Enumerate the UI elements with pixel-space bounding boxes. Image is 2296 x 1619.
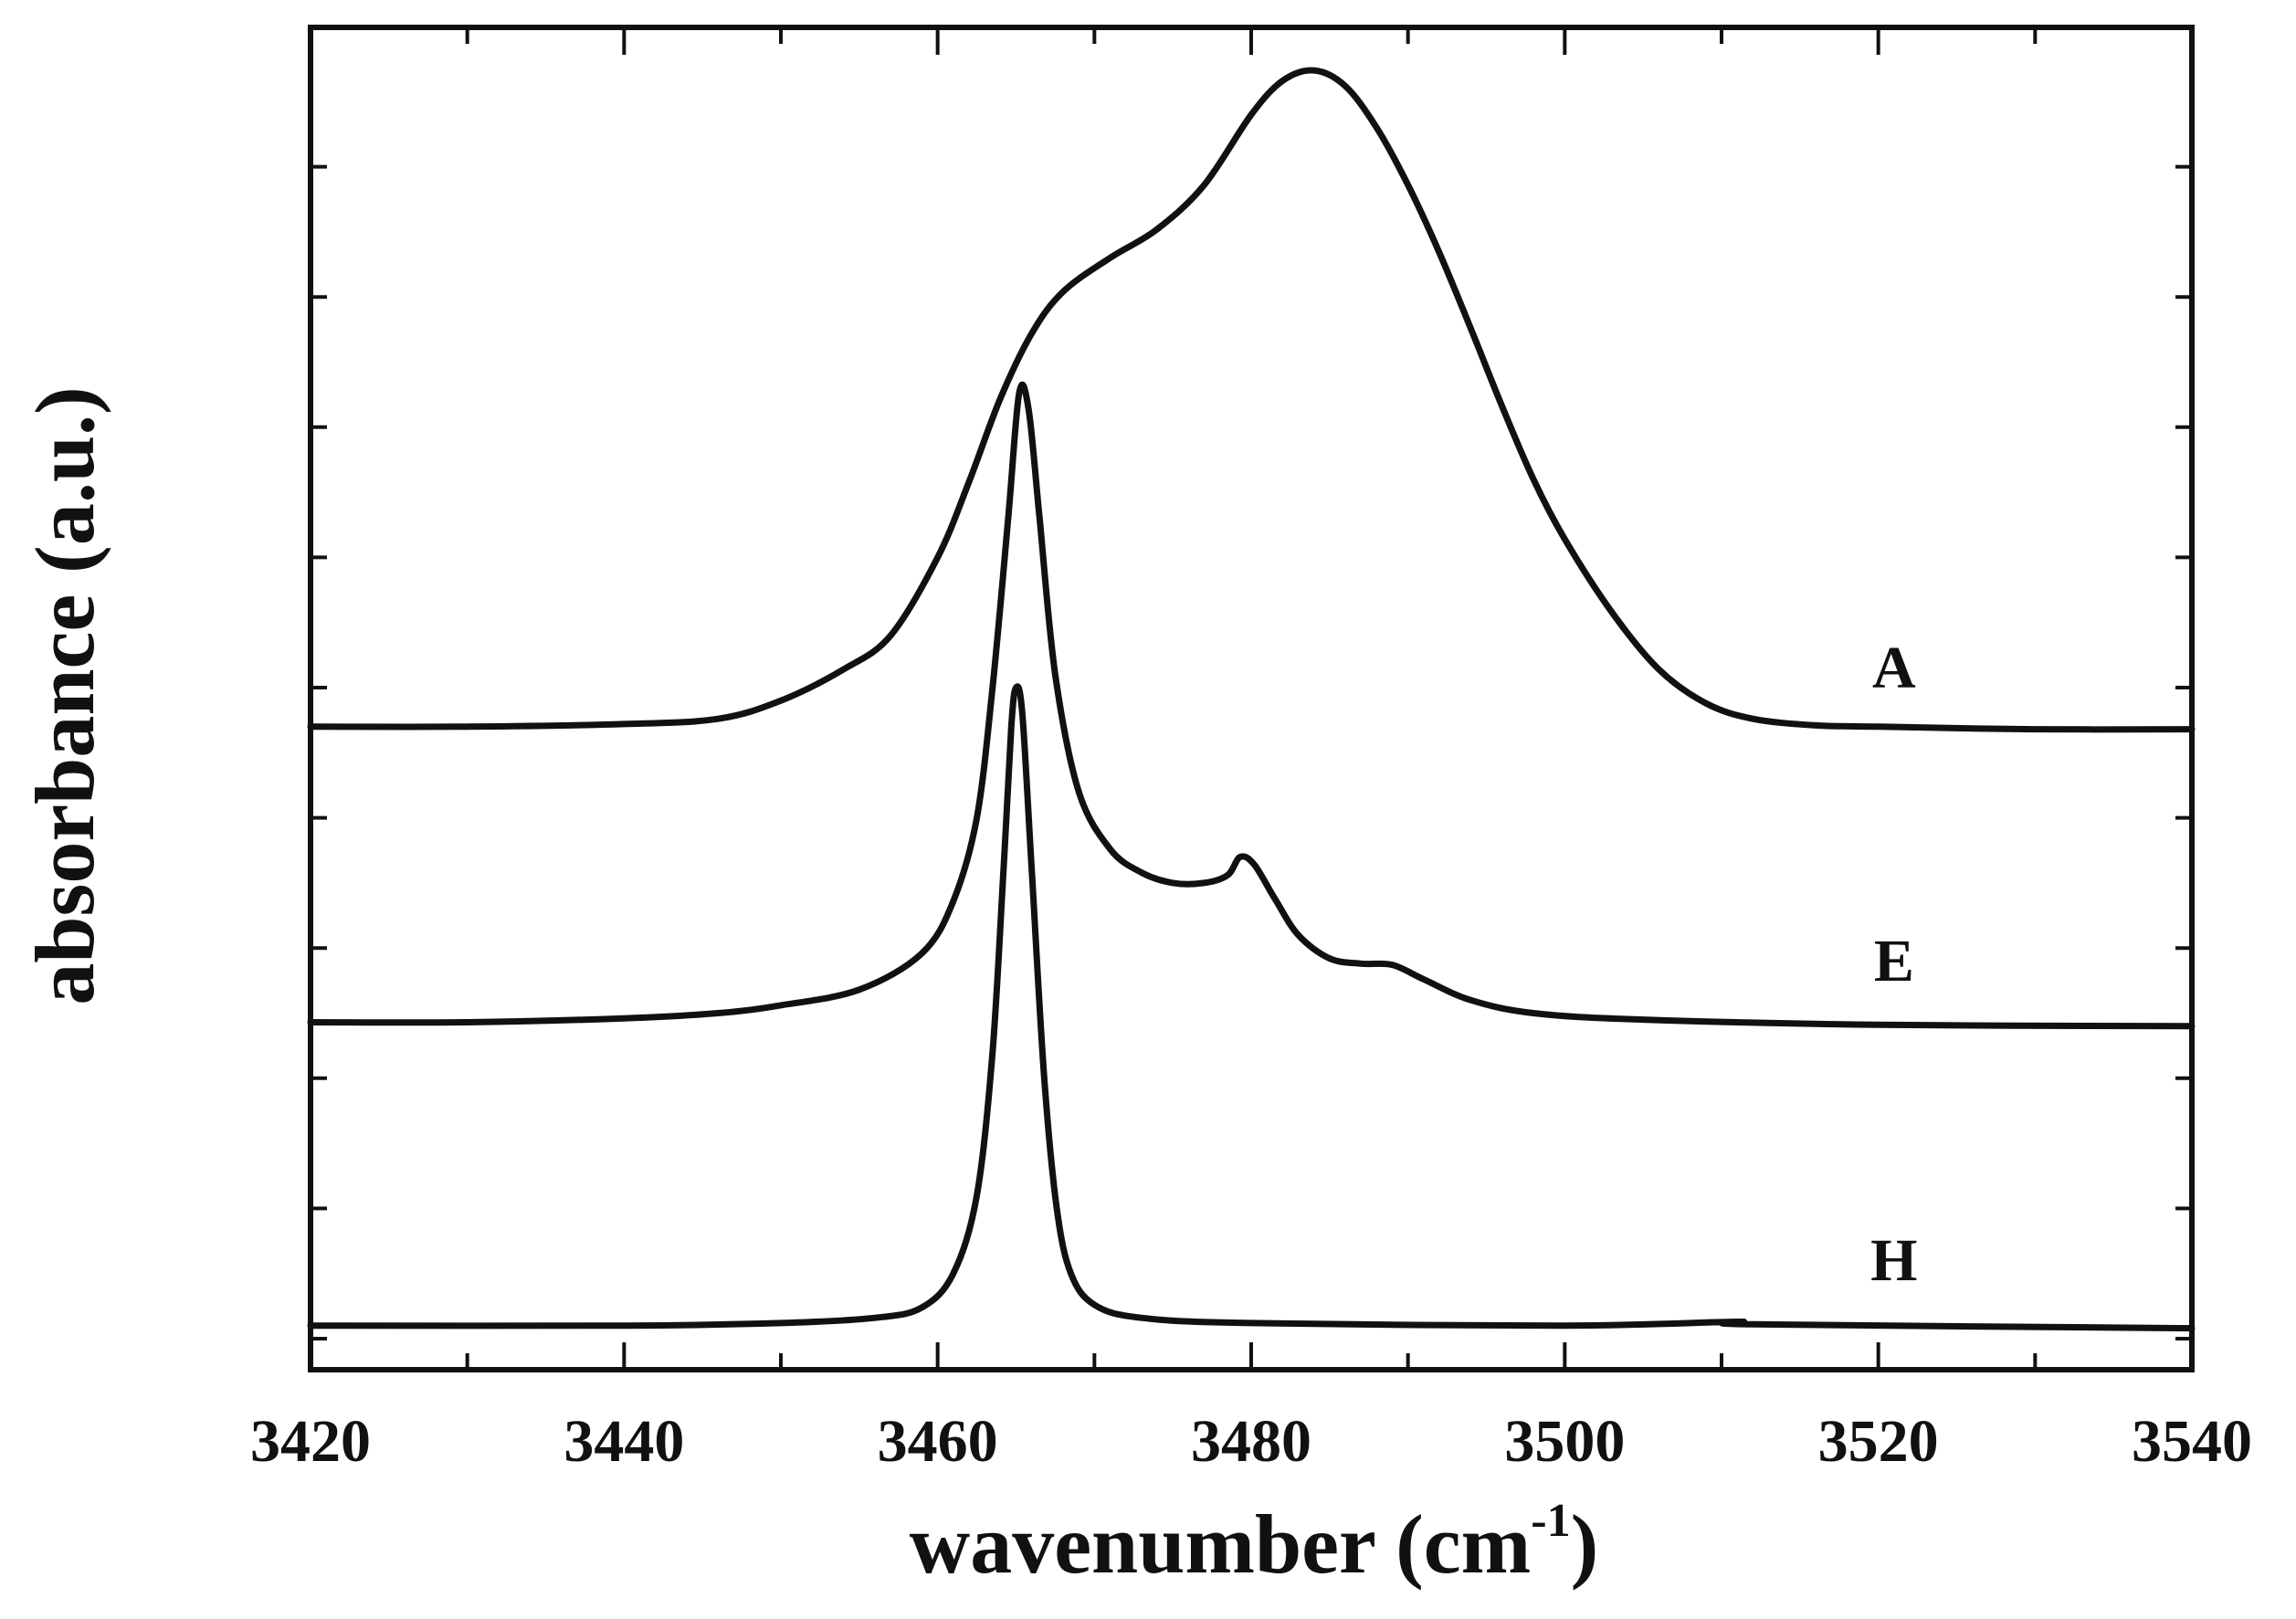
x-tick-label: 3420 [250, 1408, 371, 1475]
x-tick-label: 3500 [1504, 1408, 1625, 1475]
series-line-e [307, 381, 2196, 1030]
y-axis-label: absorbance (a.u.) [18, 386, 111, 1004]
series-line-h [307, 683, 2196, 1332]
x-tick-label: 3440 [563, 1408, 684, 1475]
x-axis-label-close: ) [1571, 1498, 1599, 1591]
x-tick-label: 3520 [1818, 1408, 1939, 1475]
series-line-a [307, 67, 2196, 733]
x-axis-label: wavenumber (cm-1) [910, 1495, 1599, 1591]
x-axis-label-superscript: -1 [1531, 1495, 1570, 1547]
x-tick-label: 3480 [1191, 1408, 1311, 1475]
x-tick-label: 3540 [2132, 1408, 2252, 1475]
x-axis-label-text: wavenumber (cm [910, 1498, 1532, 1591]
curve-label-e: E [1874, 928, 1914, 994]
x-tick-label: 3460 [878, 1408, 998, 1475]
curve-label-h: H [1870, 1227, 1917, 1294]
curve-label-a: A [1872, 635, 1916, 701]
